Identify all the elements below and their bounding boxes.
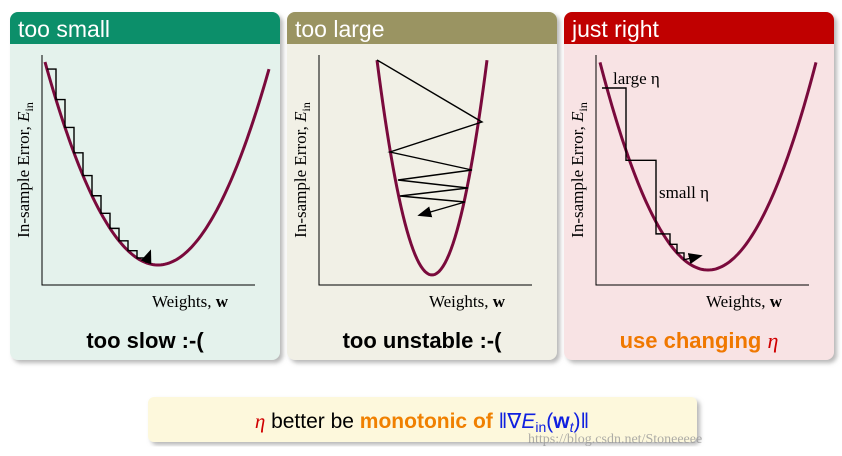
label: Weights, [706,292,770,311]
panel-bg [564,12,834,360]
sub: t [570,419,575,435]
eta: η [768,328,779,353]
paren: )‖ [574,410,590,433]
panel-bg [10,12,280,360]
gradient-steps [376,59,484,218]
panel-header [564,12,834,44]
error-curve [375,60,489,277]
symbol: E [14,111,33,123]
sub: in [299,102,313,111]
annotation: small η [659,183,709,202]
x-axis-label: Weights, w [429,292,506,311]
panel-title: just right [571,16,660,42]
norm: ‖∇ [493,410,523,433]
caption-text: too unstable :-( [343,328,503,353]
x-axis-label: Weights, w [706,292,783,311]
E: E [521,410,536,433]
sub: in [22,102,36,111]
footer-box [148,397,697,442]
caption: use changing η [620,328,779,353]
text: better be [265,410,360,433]
panel-bg [287,12,557,360]
watermark: https://blog.csdn.net/Stoneeeee [528,432,702,447]
label: In-sample Error, [568,122,587,238]
gradient-steps [47,68,152,265]
symbol: w [770,292,783,311]
caption-text: use changing [620,328,768,353]
emphasis: monotonic of [360,410,494,433]
x-axis-label: Weights, w [152,292,229,311]
caption-text: too slow :-( [86,328,204,353]
axes [595,55,809,286]
symbol: E [291,111,310,123]
label: In-sample Error, [14,122,33,238]
w: w [552,410,570,433]
panel-header [287,12,557,44]
label: Weights, [152,292,216,311]
caption: too slow :-( [86,328,204,353]
axes [41,55,255,286]
symbol: w [493,292,506,311]
panel: just right In-sample Error, Ein Weights, w… [564,12,834,360]
eta: η [255,409,265,433]
caption: too unstable :-( [343,328,503,353]
gradient-steps [602,87,703,265]
label: Weights, [429,292,493,311]
axes [318,55,532,286]
sub: in [576,102,590,111]
annotation: large η [613,69,660,88]
y-axis-label: In-sample Error, Ein [14,102,36,238]
paren: ( [546,410,553,433]
symbol: w [216,292,229,311]
panel-title: too small [18,16,110,42]
error-curve [598,62,818,272]
y-axis-label: In-sample Error, Ein [568,102,590,238]
y-axis-label: In-sample Error, Ein [291,102,313,238]
footer-text: η better be monotonic of ‖∇Ein(wt)‖ [255,409,589,435]
sub: in [535,419,546,435]
label: In-sample Error, [291,122,310,238]
symbol: E [568,111,587,123]
panel-title: too large [295,16,385,42]
panel-header [10,12,280,44]
